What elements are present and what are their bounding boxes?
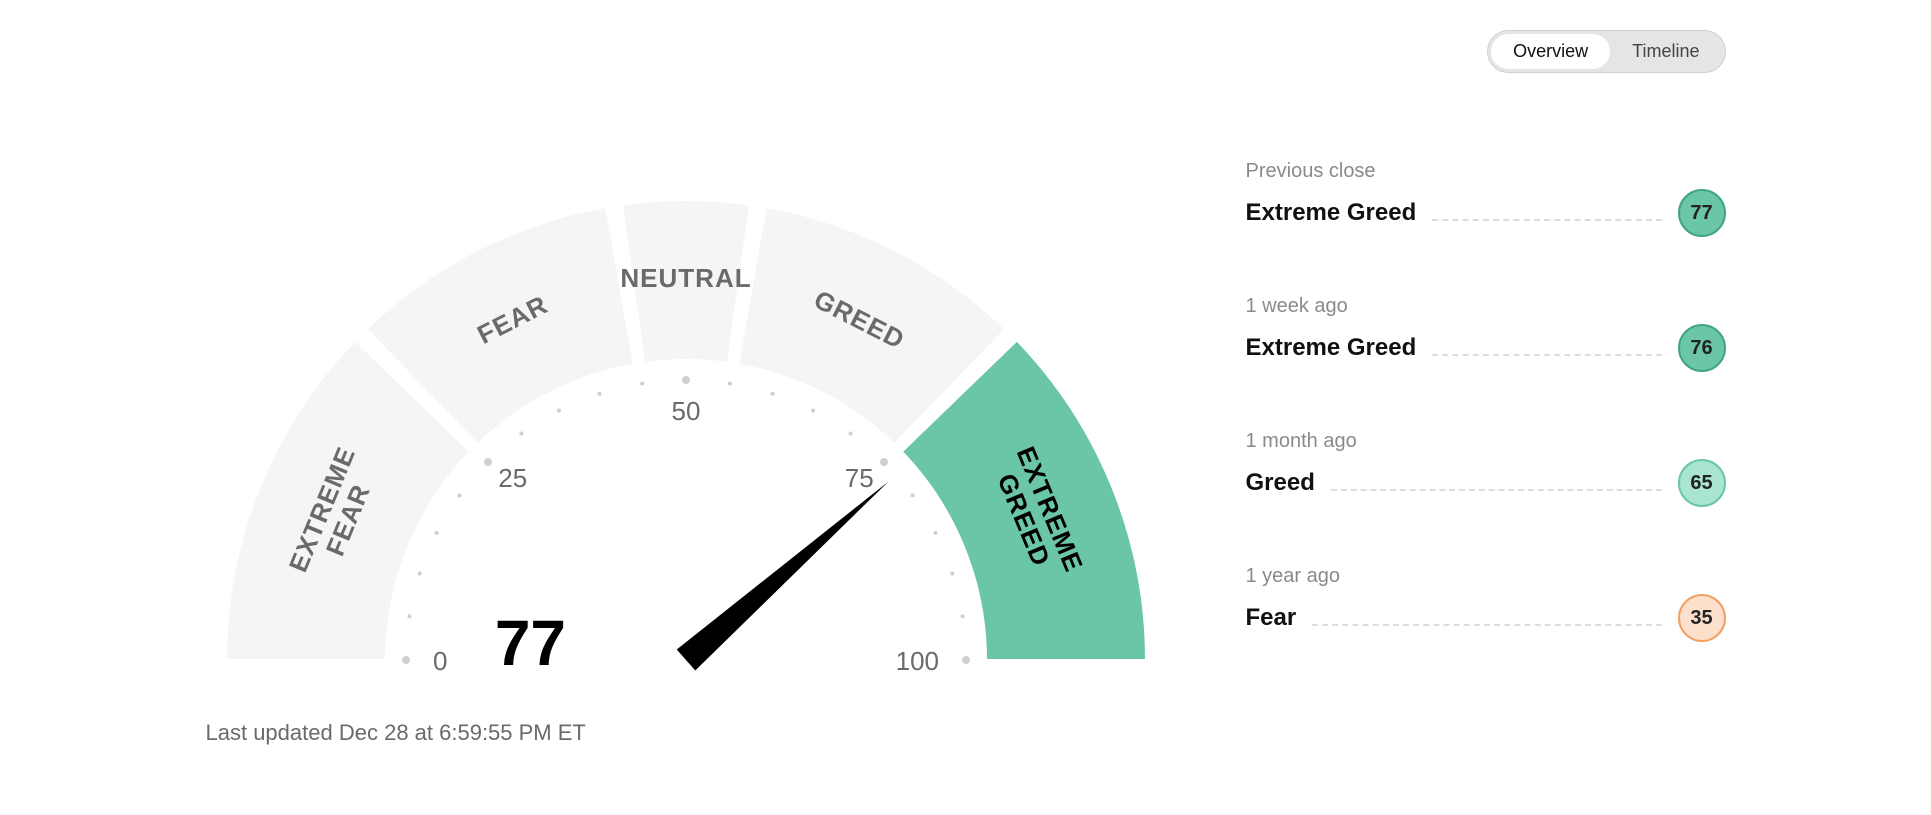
fear-greed-gauge: EXTREMEFEARFEARNEUTRALGREEDEXTREMEGREED0… [206,100,1166,700]
history-badge: 65 [1678,459,1726,507]
gauge-needle [676,481,888,670]
tick-minor [727,381,731,385]
tick-minor [960,614,964,618]
tick-minor [434,531,438,535]
history-divider [1312,624,1661,626]
tick-major [962,656,970,664]
history-label: 1 week ago [1246,295,1726,318]
view-toggle: Overview Timeline [1487,30,1725,73]
tick-minor [407,614,411,618]
history-label: 1 month ago [1246,430,1726,453]
tick-label: 0 [433,646,447,676]
history-badge: 76 [1678,324,1726,372]
tick-minor [457,493,461,497]
history-sentiment: Extreme Greed [1246,199,1417,227]
tick-major [484,458,492,466]
segment-label: NEUTRAL [620,263,751,293]
tick-minor [811,409,815,413]
tick-minor [597,392,601,396]
tick-label: 100 [895,646,938,676]
tick-major [402,656,410,664]
tick-minor [556,409,560,413]
tick-minor [848,431,852,435]
tick-major [682,376,690,384]
history-label: 1 year ago [1246,565,1726,588]
history-row: 1 year ago Fear 35 [1246,565,1726,642]
last-updated: Last updated Dec 28 at 6:59:55 PM ET [206,720,1166,746]
history-badge: 77 [1678,189,1726,237]
tick-minor [640,381,644,385]
history-divider [1432,219,1661,221]
tick-minor [910,493,914,497]
history-sentiment: Extreme Greed [1246,334,1417,362]
tick-minor [417,571,421,575]
tick-minor [770,392,774,396]
history-label: Previous close [1246,160,1726,183]
tab-overview[interactable]: Overview [1491,34,1610,69]
tick-minor [950,571,954,575]
history-row: Previous close Extreme Greed 77 [1246,160,1726,237]
tick-label: 50 [671,396,700,426]
tab-timeline[interactable]: Timeline [1610,34,1721,69]
tick-label: 25 [498,463,527,493]
history-panel: Previous close Extreme Greed 77 1 week a… [1246,100,1726,746]
history-divider [1432,354,1661,356]
tick-minor [933,531,937,535]
gauge-value: 77 [494,607,565,679]
history-row: 1 week ago Extreme Greed 76 [1246,295,1726,372]
history-row: 1 month ago Greed 65 [1246,430,1726,507]
history-sentiment: Fear [1246,604,1297,632]
tick-label: 75 [844,463,873,493]
history-sentiment: Greed [1246,469,1315,497]
tick-major [879,458,887,466]
history-divider [1331,489,1662,491]
history-badge: 35 [1678,594,1726,642]
tick-minor [519,431,523,435]
